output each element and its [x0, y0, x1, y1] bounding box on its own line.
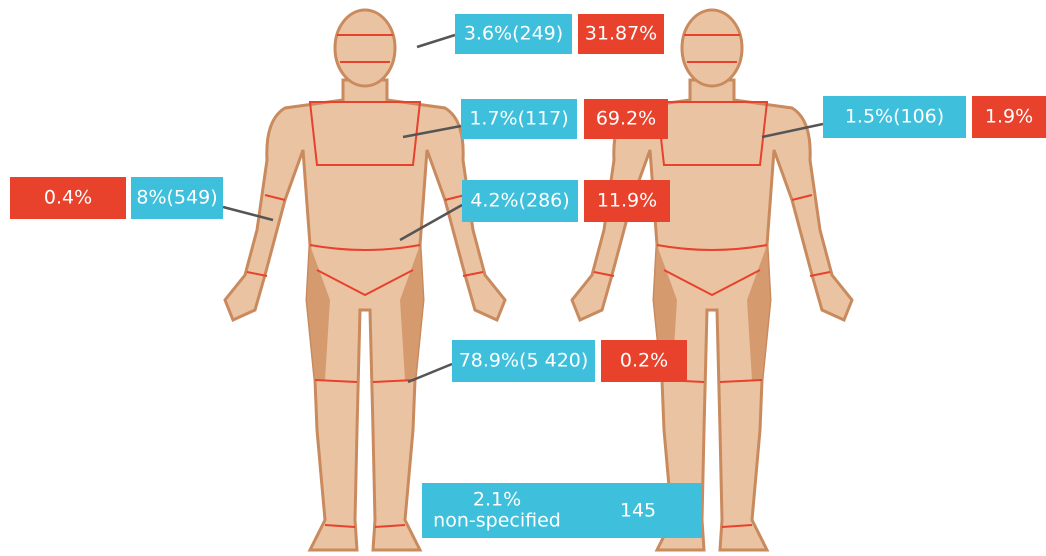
- rate-box: [584, 180, 670, 222]
- rate-label: 1.9%: [985, 106, 1033, 128]
- rate-label: 69.2%: [596, 108, 656, 130]
- leader-line: [407, 362, 453, 384]
- count-box: [452, 340, 595, 382]
- rate-label: 0.2%: [620, 350, 668, 372]
- leader-line: [416, 33, 456, 49]
- count-box: [131, 177, 223, 219]
- front-figure: [223, 8, 507, 552]
- rate-box: [10, 177, 126, 219]
- callouts: 3.6%(249) 31.87% 1.7%(117) 69.2% 1.5%(106) 1.…: [10, 14, 1046, 384]
- rate-box: [601, 340, 687, 382]
- rate-label: 0.4%: [44, 187, 92, 209]
- unspecified-box: [422, 483, 702, 538]
- rate-box: [584, 99, 668, 139]
- count-label: 3.6%(249): [464, 23, 563, 45]
- unspecified-percent: 2.1%: [473, 489, 521, 511]
- rate-label: 11.9%: [597, 190, 657, 212]
- count-box: [823, 96, 966, 138]
- rate-label: 31.87%: [585, 23, 657, 45]
- count-label: 1.5%(106): [845, 106, 944, 128]
- count-box: [461, 99, 577, 139]
- count-box: [455, 14, 572, 54]
- count-label: 1.7%(117): [469, 108, 568, 130]
- leader-line: [222, 205, 274, 222]
- count-label: 4.2%(286): [470, 190, 569, 212]
- back-figure: [570, 8, 854, 552]
- count-box: [462, 180, 578, 222]
- rate-box: [972, 96, 1046, 138]
- count-label: 78.9%(5 420): [459, 350, 589, 372]
- count-label: 8%(549): [136, 187, 217, 209]
- unspecified-count: 145: [620, 500, 656, 522]
- unspecified-label: non-specified: [433, 510, 561, 532]
- rate-box: [578, 14, 664, 54]
- leader-line: [761, 122, 824, 139]
- leader-line: [402, 124, 462, 139]
- leader-line: [399, 203, 463, 242]
